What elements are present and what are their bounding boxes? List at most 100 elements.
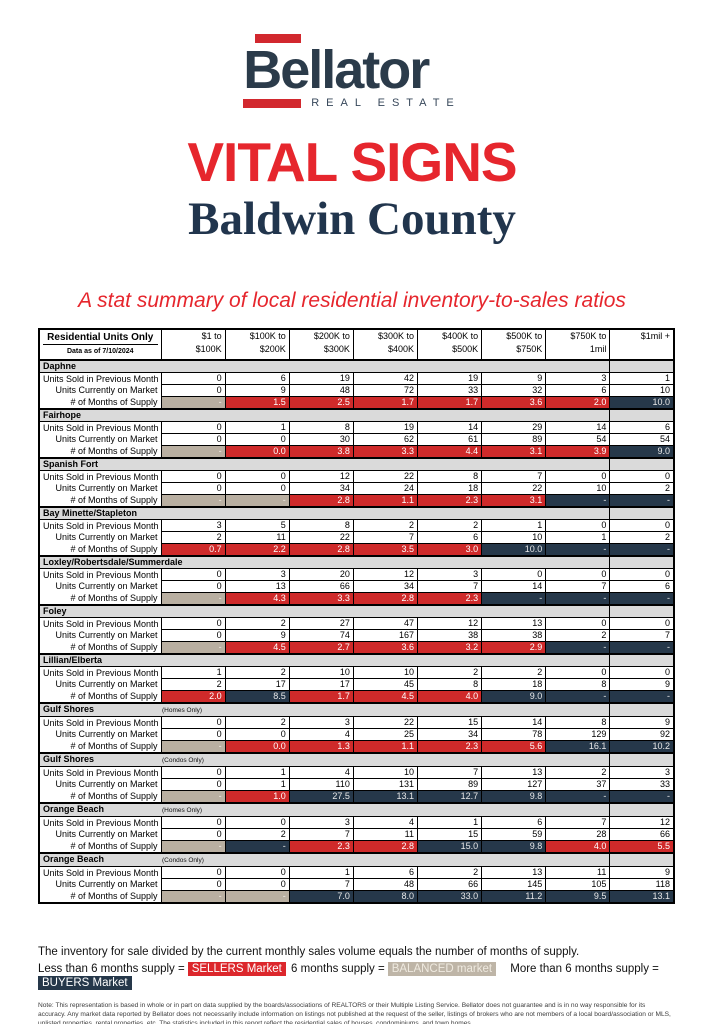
units-sold-cell: 0	[160, 716, 226, 730]
units-sold-cell: 0	[481, 568, 547, 582]
section-header-end	[609, 802, 675, 818]
units-market-cell: 18	[416, 482, 483, 496]
units-sold-cell: 0	[160, 568, 226, 582]
section-name: Gulf Shores	[43, 704, 95, 715]
months-supply-cell: -	[545, 641, 611, 655]
units-sold-cell: 0	[160, 766, 226, 780]
months-supply-row: # of Months of Supply - -7.0 8.0 33.0 11.2 9.5…	[38, 890, 675, 904]
units-market-cell: 22	[481, 482, 547, 496]
row-label-units-sold: Units Sold in Previous Month	[38, 470, 162, 483]
months-supply-cell: 1.1	[352, 740, 419, 754]
months-supply-cell: 2.3	[416, 592, 483, 606]
units-sold-cell: 15	[416, 716, 483, 730]
units-market-cell: 0	[160, 580, 226, 594]
months-supply-cell: 12.7	[416, 790, 483, 804]
months-supply-cell: -	[545, 543, 611, 557]
units-market-cell: 2	[609, 482, 675, 496]
section-row: Foley	[38, 604, 675, 619]
units-market-cell: 66	[609, 828, 675, 842]
months-supply-cell: 4.0	[416, 690, 483, 704]
months-supply-cell: 3.6	[352, 641, 419, 655]
units-market-row: Units Currently on Market 0 1 110 131 89 127 37…	[38, 778, 675, 792]
units-market-cell: 7	[352, 531, 419, 545]
units-sold-cell: 11	[545, 866, 611, 880]
units-market-cell: 17	[224, 678, 290, 692]
units-market-cell: 30	[288, 433, 354, 447]
units-sold-cell: 0	[609, 519, 675, 533]
row-label-units-market: Units Currently on Market	[38, 878, 162, 891]
units-market-cell: 22	[288, 531, 354, 545]
section-row: Gulf Shores (Homes Only)	[38, 702, 675, 718]
units-sold-cell: 1	[481, 519, 547, 533]
units-market-cell: 89	[481, 433, 547, 447]
units-sold-cell: 8	[416, 470, 483, 484]
units-sold-cell: 3	[288, 816, 354, 830]
months-supply-cell: -	[224, 840, 290, 854]
months-supply-cell: 2.8	[288, 494, 354, 508]
units-market-cell: 0	[224, 728, 290, 742]
units-market-row: Units Currently on Market 0 9 48 72 33 32 6 10	[38, 384, 675, 398]
row-label-units-sold: Units Sold in Previous Month	[38, 519, 162, 532]
units-sold-cell: 2	[481, 666, 547, 680]
units-market-cell: 7	[288, 878, 354, 892]
units-market-cell: 33	[416, 384, 483, 398]
row-label-units-market: Units Currently on Market	[38, 678, 162, 691]
units-market-row: Units Currently on Market 2 17 17 45 8 18 8 9	[38, 678, 675, 692]
units-sold-cell: 3	[288, 716, 354, 730]
months-supply-cell: -	[160, 592, 226, 606]
units-market-cell: 9	[224, 629, 290, 643]
units-market-cell: 2	[160, 678, 226, 692]
units-sold-cell: 0	[545, 568, 611, 582]
price-column-header-7: $750K to 1mil	[545, 328, 611, 361]
units-sold-cell: 22	[352, 716, 419, 730]
units-sold-cell: 3	[416, 568, 483, 582]
units-market-cell: 32	[481, 384, 547, 398]
brand-wordmark: Bellator	[243, 40, 430, 100]
section-header-end	[609, 752, 675, 768]
months-supply-row: # of Months of Supply -4.3 3.3 2.8 2.3- - -	[38, 592, 675, 606]
units-market-cell: 66	[288, 580, 354, 594]
units-market-cell: 37	[545, 778, 611, 792]
months-supply-cell: 2.2	[224, 543, 290, 557]
footer: The inventory for sale divided by the cu…	[38, 946, 671, 1024]
units-market-cell: 74	[288, 629, 354, 643]
vital-signs-title: VITAL SIGNS	[187, 131, 517, 194]
units-sold-cell: 7	[481, 470, 547, 484]
units-market-row: Units Currently on Market 0 2 7 11 15 59 28 66	[38, 828, 675, 842]
section-row: Daphne	[38, 359, 675, 374]
months-supply-cell: 3.5	[352, 543, 419, 557]
row-label-units-sold: Units Sold in Previous Month	[38, 666, 162, 679]
units-sold-cell: 0	[160, 421, 226, 435]
section-row: Orange Beach (Homes Only)	[38, 802, 675, 818]
units-sold-cell: 3	[609, 766, 675, 780]
units-sold-cell: 13	[481, 617, 547, 631]
months-supply-cell: 11.2	[481, 890, 547, 904]
months-supply-cell: 16.1	[545, 740, 611, 754]
section-qualifier: (Condos Only)	[162, 857, 204, 865]
row-label-units-sold: Units Sold in Previous Month	[38, 766, 162, 779]
units-market-cell: 118	[609, 878, 675, 892]
months-supply-cell: -	[160, 840, 226, 854]
units-sold-cell: 6	[609, 421, 675, 435]
logo-red-bar-top	[255, 34, 302, 43]
row-label-months-supply: # of Months of Supply	[38, 740, 162, 754]
months-supply-cell: 2.0	[545, 396, 611, 410]
section-name: Loxley/Robertsdale/Summerdale	[43, 557, 183, 568]
section-header: Orange Beach (Homes Only)	[38, 802, 611, 818]
units-market-cell: 28	[545, 828, 611, 842]
section-header: Lillian/Elberta	[38, 653, 611, 668]
units-sold-cell: 0	[609, 666, 675, 680]
row-label-months-supply: # of Months of Supply	[38, 890, 162, 904]
row-label-units-market: Units Currently on Market	[38, 433, 162, 446]
units-market-cell: 54	[609, 433, 675, 447]
months-supply-cell: 2.3	[416, 494, 483, 508]
months-supply-cell: 1.7	[352, 396, 419, 410]
units-market-cell: 48	[352, 878, 419, 892]
units-sold-cell: 4	[352, 816, 419, 830]
row-label-units-market: Units Currently on Market	[38, 828, 162, 841]
section-row: Gulf Shores (Condos Only)	[38, 752, 675, 768]
months-supply-cell: 3.3	[288, 592, 354, 606]
units-market-cell: 7	[545, 580, 611, 594]
units-sold-cell: 2	[545, 766, 611, 780]
